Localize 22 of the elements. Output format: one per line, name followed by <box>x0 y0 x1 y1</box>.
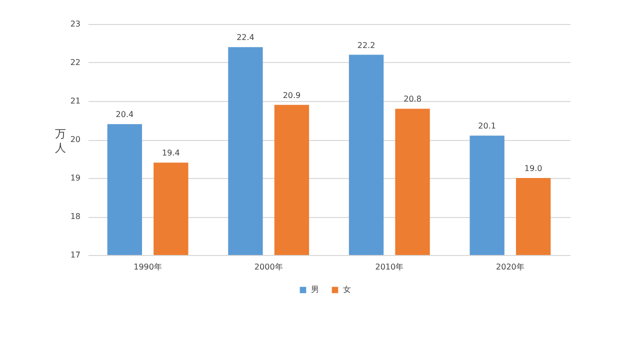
data-label: 20.8 <box>404 94 422 104</box>
x-tick-label: 2000年 <box>254 262 283 272</box>
y-tick-label: 22 <box>70 58 80 67</box>
y-tick-label: 21 <box>70 96 80 106</box>
data-label: 20.4 <box>116 110 134 120</box>
data-label: 19.0 <box>524 164 542 173</box>
legend-label: 女 <box>343 285 351 294</box>
x-tick-label: 2010年 <box>375 262 404 272</box>
legend-label: 男 <box>311 285 319 294</box>
y-tick-label: 19 <box>70 174 80 182</box>
x-tick-label: 1990年 <box>134 262 162 272</box>
data-label: 22.4 <box>236 33 254 42</box>
y-tick-label: 18 <box>70 212 80 221</box>
y-tick-label: 20 <box>70 135 80 144</box>
data-label: 22.2 <box>357 40 376 50</box>
x-tick-label: 2020年 <box>496 262 524 272</box>
y-tick-label: 23 <box>70 20 80 28</box>
y-tick-label: 17 <box>70 250 80 260</box>
y-axis-title: 万人 <box>55 128 66 154</box>
data-label: 20.9 <box>282 90 301 100</box>
data-label: 20.1 <box>478 122 496 131</box>
data-label: 19.4 <box>162 148 180 158</box>
